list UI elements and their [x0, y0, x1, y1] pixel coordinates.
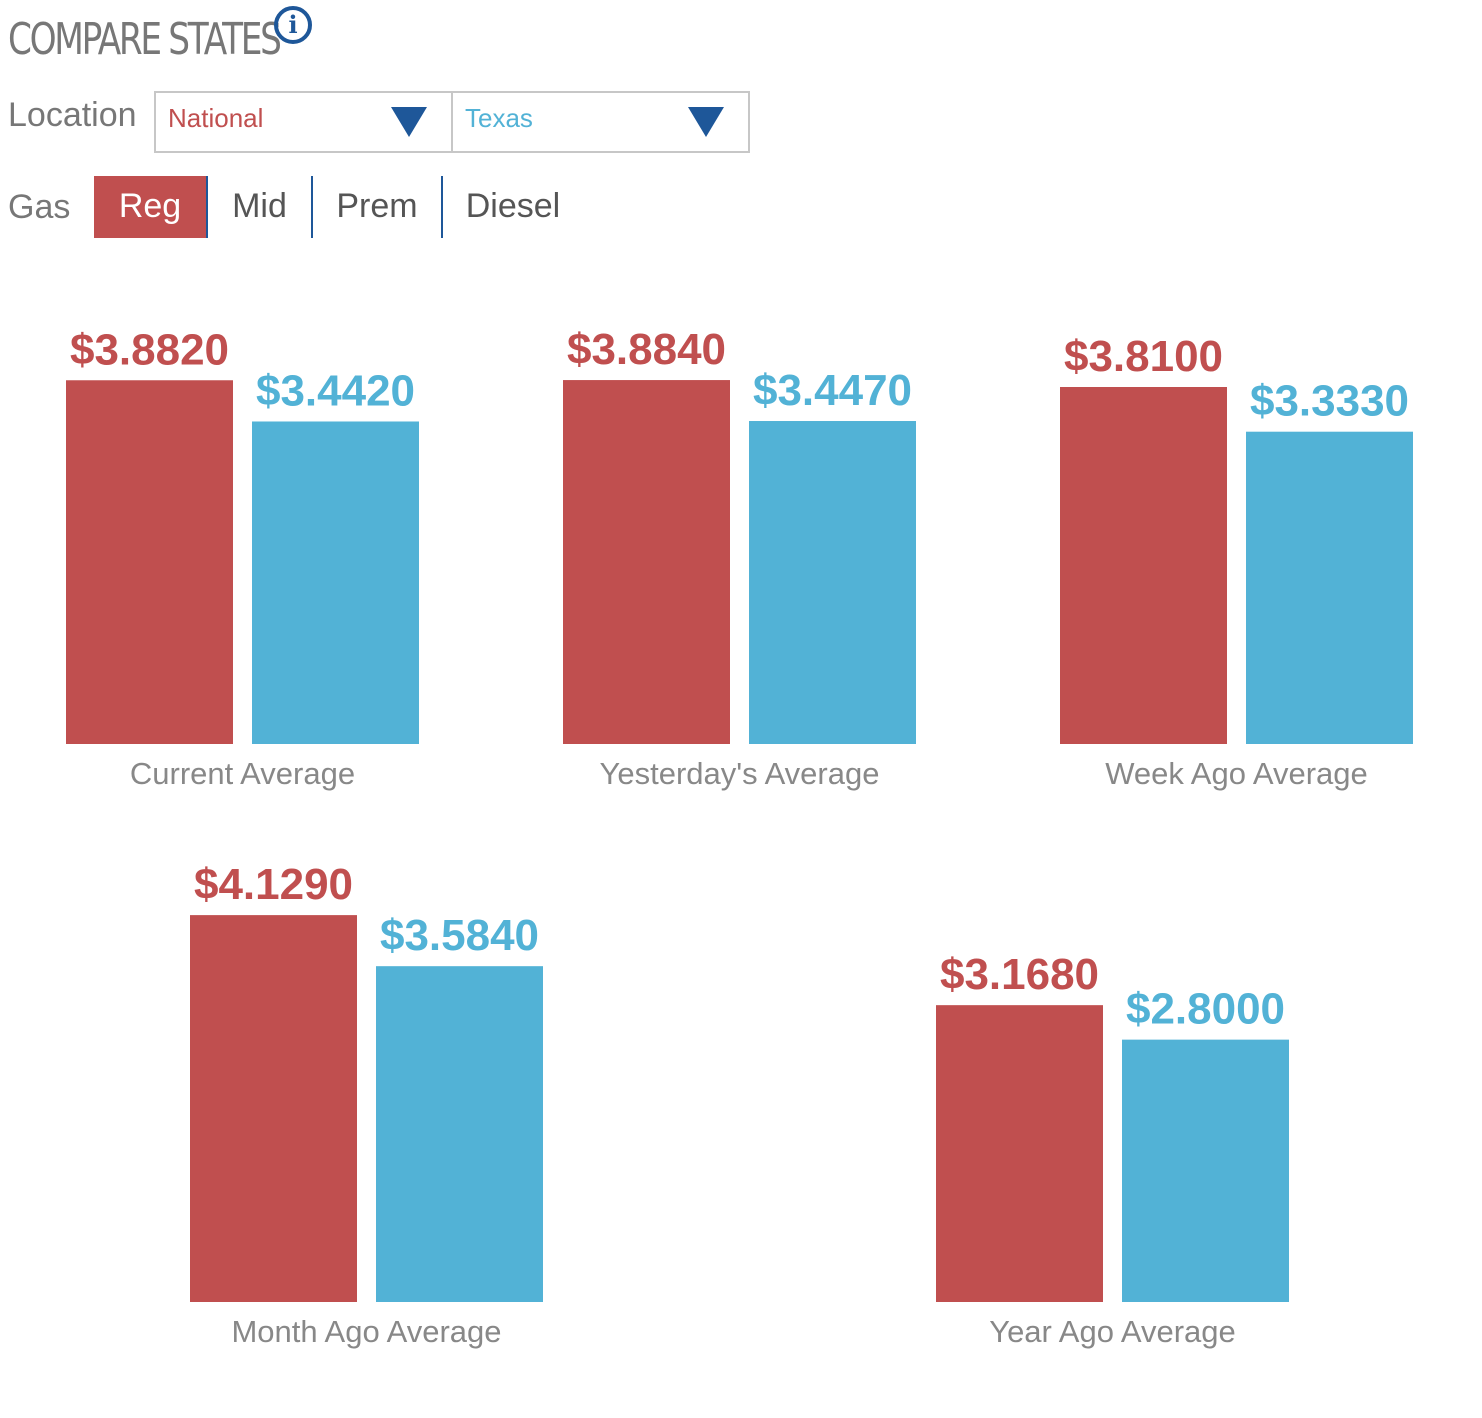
- location-select-primary[interactable]: National: [156, 93, 451, 151]
- data-label-national: $3.8820: [70, 325, 229, 374]
- chevron-down-icon[interactable]: [391, 107, 427, 137]
- bar-texas: [1246, 431, 1413, 744]
- gas-label: Gas: [8, 188, 71, 226]
- category-label: Month Ago Average: [231, 1314, 501, 1349]
- category-label: Yesterday's Average: [600, 756, 880, 791]
- page-title: COMPARE STATES: [8, 14, 282, 65]
- gas-type-tabs: Reg Mid Prem Diesel: [94, 176, 583, 238]
- bar-national: [936, 1005, 1103, 1302]
- bar-texas: [749, 421, 916, 744]
- data-label-national: $4.1290: [194, 860, 353, 909]
- bar-texas: [252, 421, 419, 744]
- location-label: Location: [8, 96, 137, 134]
- bar-national: [66, 380, 233, 744]
- data-label-texas: $3.4420: [256, 366, 415, 415]
- location-selector: National Texas: [154, 91, 750, 153]
- bar-texas: [376, 966, 543, 1302]
- location-select-secondary-value: Texas: [465, 103, 533, 133]
- info-icon[interactable]: i: [274, 6, 312, 44]
- data-label-national: $3.8100: [1064, 332, 1223, 381]
- data-label-national: $3.1680: [940, 950, 1099, 999]
- category-label: Year Ago Average: [989, 1314, 1236, 1349]
- bar-national: [1060, 387, 1227, 744]
- location-select-secondary[interactable]: Texas: [451, 93, 748, 151]
- tab-reg[interactable]: Reg: [94, 176, 206, 238]
- bar-national: [190, 915, 357, 1302]
- tab-mid[interactable]: Mid: [206, 176, 311, 238]
- category-label: Week Ago Average: [1105, 756, 1368, 791]
- data-label-texas: $3.4470: [753, 366, 912, 415]
- data-label-texas: $3.5840: [380, 911, 539, 960]
- tab-prem[interactable]: Prem: [311, 176, 441, 238]
- location-select-primary-value: National: [168, 103, 264, 133]
- data-label-texas: $3.3330: [1250, 377, 1409, 426]
- bar-national: [563, 380, 730, 744]
- chevron-down-icon[interactable]: [688, 107, 724, 137]
- category-label: Current Average: [130, 756, 355, 791]
- bar-texas: [1122, 1039, 1289, 1302]
- data-label-national: $3.8840: [567, 325, 726, 374]
- data-label-texas: $2.8000: [1126, 985, 1285, 1034]
- tab-diesel[interactable]: Diesel: [441, 176, 583, 238]
